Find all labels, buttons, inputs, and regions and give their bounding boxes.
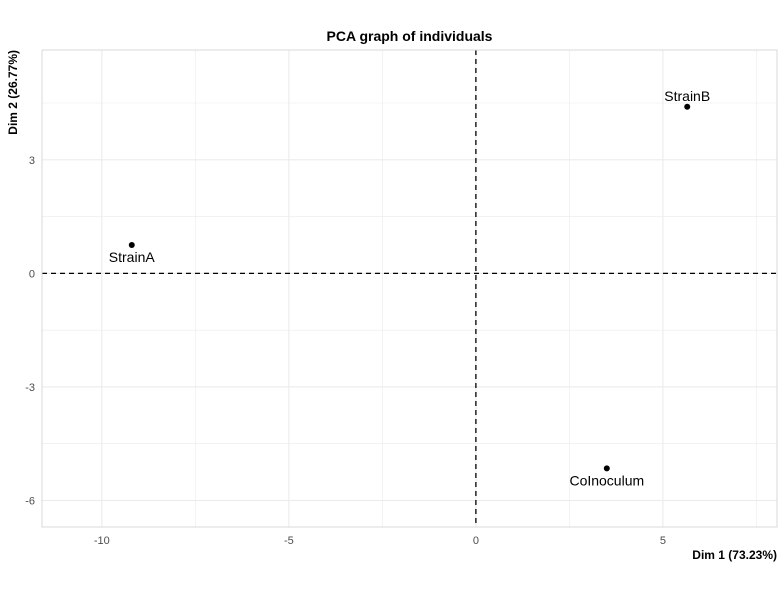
chart-title: PCA graph of individuals bbox=[327, 28, 493, 44]
y-tick-label: 3 bbox=[29, 155, 35, 167]
y-axis-title: Dim 2 (26.77%) bbox=[6, 50, 20, 135]
point-label: CoInoculum bbox=[569, 472, 644, 488]
y-tick-label: -3 bbox=[25, 382, 35, 394]
axis-ticks: -10 -5 0 5 3 0 -3 -6 bbox=[25, 155, 666, 547]
data-points: StrainA StrainB CoInoculum bbox=[109, 88, 710, 489]
x-tick-label: 5 bbox=[660, 535, 666, 547]
grid bbox=[42, 50, 777, 527]
reference-lines bbox=[42, 50, 777, 527]
data-point bbox=[684, 103, 691, 110]
data-point bbox=[128, 241, 135, 248]
y-tick-label: -6 bbox=[25, 496, 35, 508]
x-tick-label: -10 bbox=[94, 535, 110, 547]
point-label: StrainA bbox=[109, 249, 156, 265]
point-label: StrainB bbox=[664, 88, 710, 104]
x-tick-label: 0 bbox=[473, 535, 479, 547]
x-axis-title: Dim 1 (73.23%) bbox=[692, 548, 777, 562]
data-point bbox=[603, 465, 610, 472]
plot-panel bbox=[41, 49, 778, 528]
y-tick-label: 0 bbox=[29, 268, 35, 280]
x-tick-label: -5 bbox=[284, 535, 294, 547]
